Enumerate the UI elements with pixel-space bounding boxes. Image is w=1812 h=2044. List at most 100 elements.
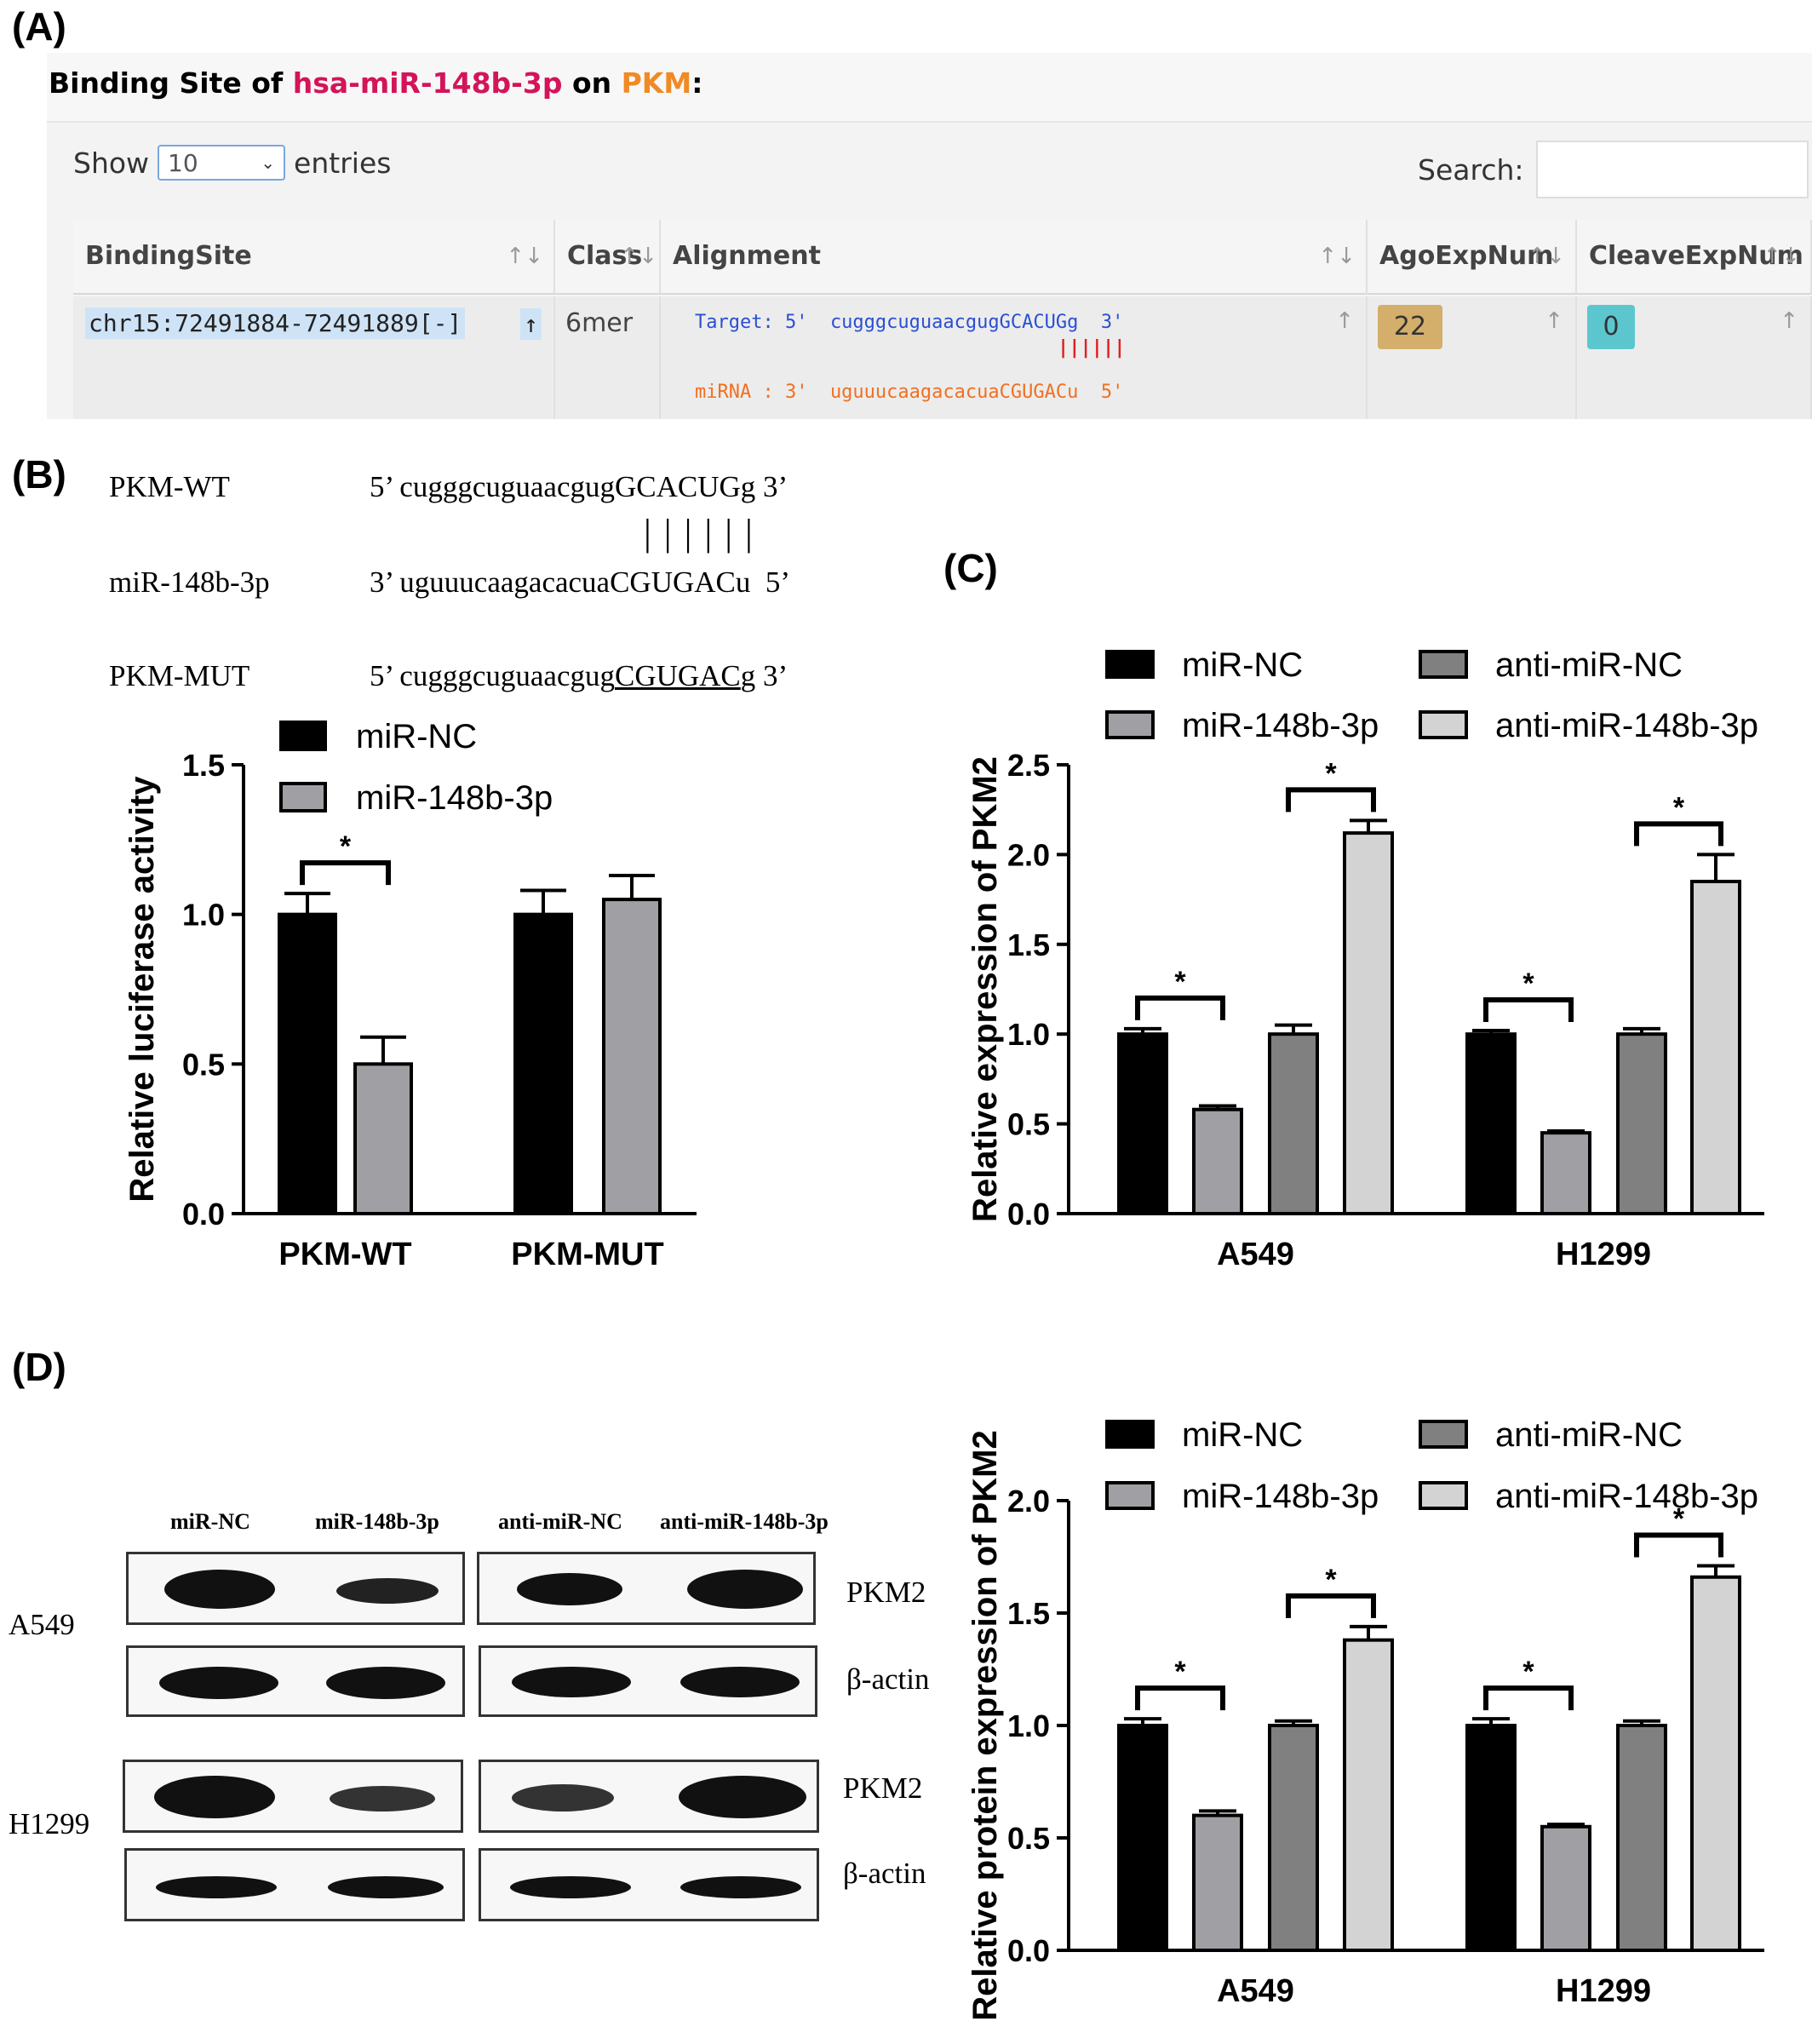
legend-swatch <box>1105 1420 1155 1449</box>
blot-band <box>326 1667 445 1699</box>
y-tick-label: 0.0 <box>1007 1933 1050 1968</box>
legend-swatch <box>279 782 327 812</box>
significance-bracket <box>1483 996 1574 1022</box>
legend-swatch <box>1419 1481 1468 1510</box>
panel-label-d: (D) <box>12 1345 66 1389</box>
bar-d <box>1540 1824 1591 1953</box>
blot-cell-h1299: H1299 <box>9 1807 90 1840</box>
table-cell-alignment: Target: 5' cugggcuguaacgugGCACUGg 3' |||… <box>661 296 1368 419</box>
blot-band <box>164 1570 275 1609</box>
blot-actin-a549-right <box>479 1645 817 1717</box>
legend-label: miR-148b-3p <box>1182 1478 1379 1515</box>
show-label: Show <box>73 146 150 180</box>
sort-icon: ↑↓ <box>506 244 543 269</box>
y-tick-label: 1.5 <box>1007 927 1050 962</box>
significance-mark: * <box>1673 791 1685 824</box>
column-header-cleaveexpnum[interactable]: CleaveExpNum ↑↓ <box>1577 220 1812 295</box>
bar-c <box>1268 1032 1319 1215</box>
legend-swatch <box>1419 1420 1468 1449</box>
column-header-class[interactable]: Class ↑↓ <box>555 220 661 295</box>
legend-swatch <box>1105 710 1155 739</box>
search-control: Search: <box>1418 141 1809 198</box>
bar-d <box>1192 1813 1243 1953</box>
significance-mark: * <box>1673 1503 1685 1536</box>
blot-label-pkm2-h1299: PKM2 <box>843 1771 923 1805</box>
significance-mark: * <box>1522 967 1534 1000</box>
significance-bracket <box>1634 1532 1723 1558</box>
bar-b <box>353 1062 413 1216</box>
significance-mark: * <box>1325 757 1337 789</box>
significance-bracket <box>300 860 391 886</box>
entries-label: entries <box>294 146 392 180</box>
bar-c <box>1465 1032 1517 1215</box>
sort-icon: ↑↓ <box>1763 244 1800 269</box>
column-header-alignment[interactable]: Alignment ↑↓ <box>661 220 1368 295</box>
mirna-link[interactable]: hsa-miR-148b-3p <box>292 66 563 100</box>
table-cell-cleaveexpnum: 0 ↑ <box>1577 296 1812 419</box>
legend-swatch <box>279 721 327 751</box>
x-tick-label: PKM-MUT <box>511 1237 663 1272</box>
seq-name-mir: miR-148b-3p <box>109 566 270 599</box>
y-tick-label: 1.5 <box>1007 1596 1050 1631</box>
y-tick-label: 1.0 <box>1007 1017 1050 1052</box>
x-tick-label: H1299 <box>1556 1973 1651 2009</box>
alignment-mirna-line: miRNA : 3' uguuucaagacacuaCGUGACu 5' <box>695 382 1124 403</box>
legend-label: anti-miR-NC <box>1495 646 1683 684</box>
entries-control: Show 10 ⌄ entries <box>73 145 391 181</box>
y-tick-label: 2.0 <box>1007 837 1050 872</box>
sort-icon: ↑ <box>1335 308 1354 334</box>
legend-swatch <box>1105 650 1155 679</box>
bar-d <box>1343 1638 1394 1953</box>
column-header-agoexpnum[interactable]: AgoExpNum ↑↓ <box>1368 220 1577 295</box>
blot-actin-h1299-right <box>479 1848 819 1921</box>
blot-band <box>512 1784 614 1811</box>
blot-band <box>156 1876 277 1898</box>
search-input[interactable] <box>1535 141 1809 198</box>
blot-lane-4: anti-miR-148b-3p <box>660 1509 829 1534</box>
seq-pair-bars: | | | | | | <box>644 512 754 554</box>
y-tick-label: 0.0 <box>182 1197 225 1232</box>
ago-badge: 22 <box>1378 305 1442 349</box>
blot-pkm2-a549-left <box>126 1552 465 1625</box>
panel-label-a: (A) <box>12 4 66 49</box>
gene-link[interactable]: PKM <box>621 66 692 100</box>
significance-mark: * <box>1325 1564 1337 1596</box>
entries-select[interactable]: 10 ⌄ <box>158 145 286 181</box>
blot-lane-1: miR-NC <box>170 1509 250 1534</box>
blot-band <box>680 1667 800 1697</box>
blot-band <box>159 1667 278 1699</box>
seq-mir: 3’ uguuucaagacacuaCGUGACu 5’ <box>370 566 791 599</box>
seq-mut: 5’ cugggcuguaacgugCGUGACg 3’ <box>370 659 788 692</box>
blot-lane-2: miR-148b-3p <box>315 1509 439 1534</box>
sort-icon: ↑↓ <box>1318 244 1356 269</box>
sort-icon: ↑ <box>520 308 542 340</box>
alignment-target-line: Target: 5' cugggcuguaacgugGCACUGg 3' <box>695 312 1124 333</box>
cleave-badge: 0 <box>1587 305 1635 349</box>
y-axis-label-b: Relative luciferase activity <box>123 776 161 1203</box>
legend-label: anti-miR-NC <box>1495 1416 1683 1454</box>
legend-swatch <box>1105 1481 1155 1510</box>
chevron-down-icon: ⌄ <box>261 152 276 173</box>
legend-label: miR-NC <box>356 718 477 755</box>
table-cell-class: 6mer <box>555 296 661 419</box>
x-tick-label: A549 <box>1217 1973 1294 2009</box>
y-tick-label: 0.5 <box>1007 1107 1050 1142</box>
blot-band <box>154 1776 275 1818</box>
legend-label: miR-NC <box>1182 1416 1303 1454</box>
bar-d <box>1268 1724 1319 1952</box>
y-tick-label: 1.5 <box>182 748 225 783</box>
search-label: Search: <box>1418 152 1524 187</box>
column-header-bindingsite[interactable]: BindingSite ↑↓ <box>73 220 555 295</box>
bar-c <box>1343 831 1394 1215</box>
legend-swatch <box>1419 710 1468 739</box>
bar-d <box>1616 1724 1667 1952</box>
significance-bracket <box>1286 1593 1376 1618</box>
blot-pkm2-h1299-right <box>479 1760 819 1833</box>
blot-actin-a549-left <box>126 1645 465 1717</box>
blot-cell-a549: A549 <box>9 1608 75 1641</box>
y-tick-label: 0.0 <box>1007 1197 1050 1232</box>
alignment-pair-bars: |||||| <box>1058 337 1126 359</box>
significance-mark: * <box>1174 1656 1186 1688</box>
legend-label: miR-148b-3p <box>356 779 553 817</box>
